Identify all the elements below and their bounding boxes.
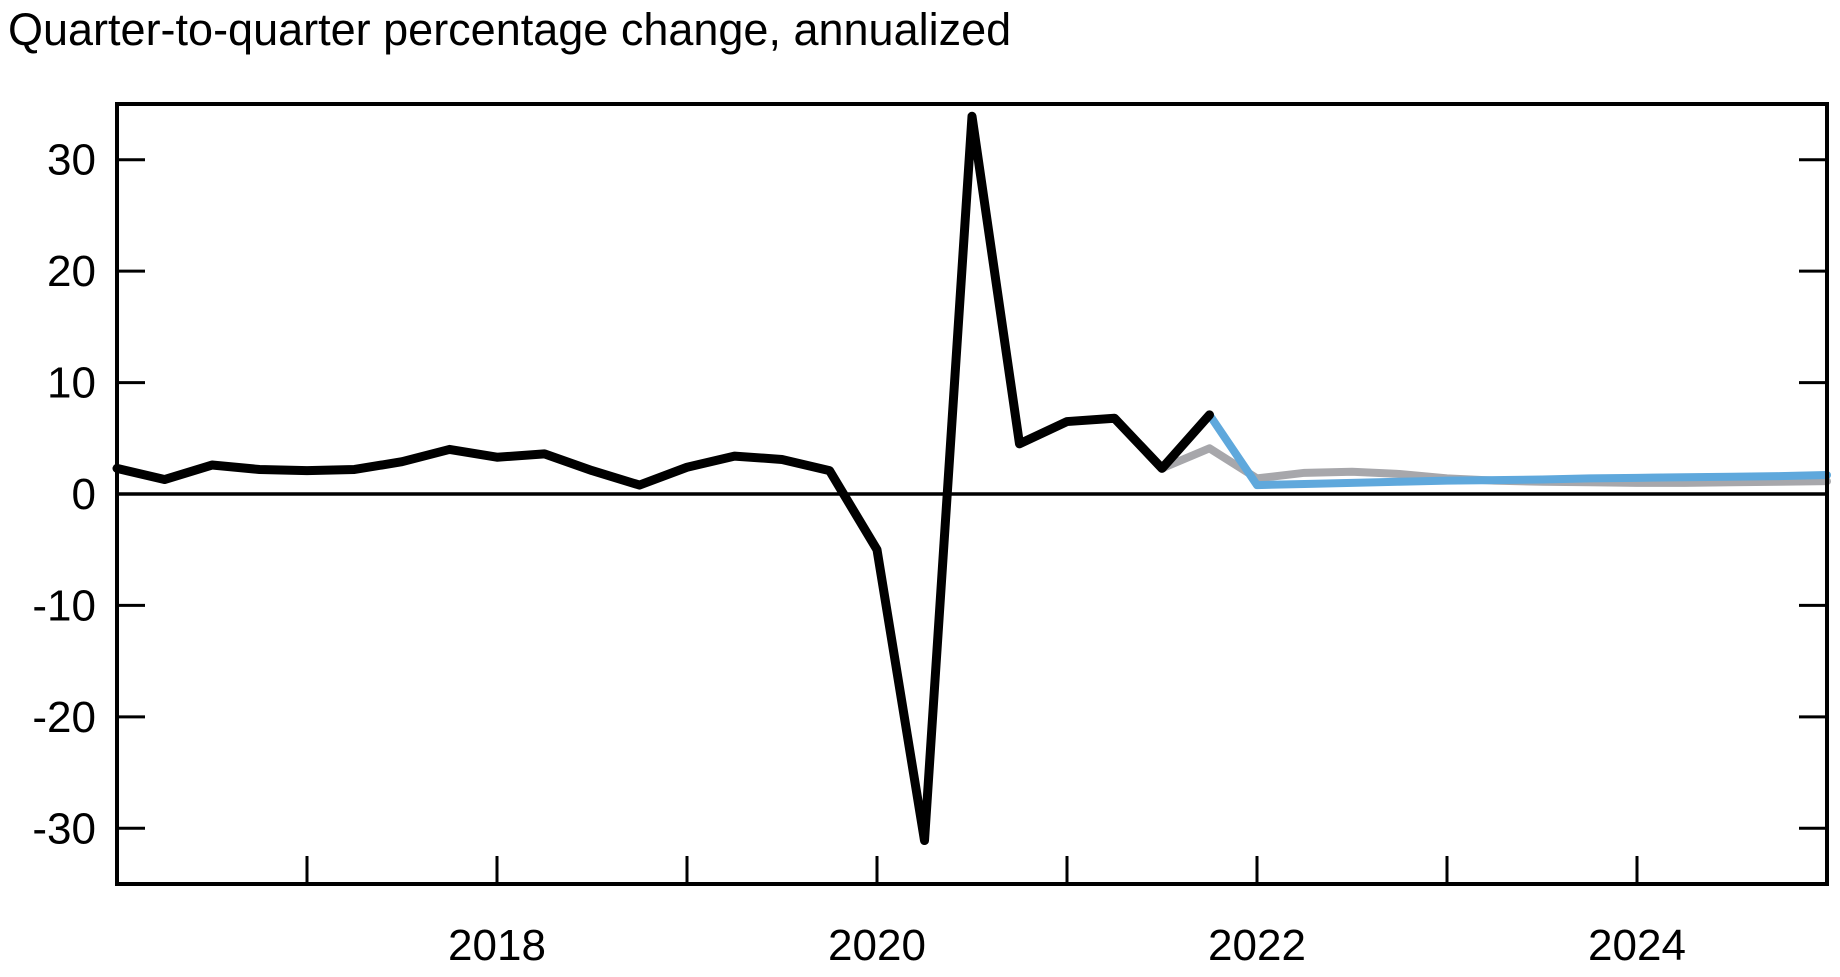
series-line-current-forecast [1205,410,1831,490]
y-tick-label: 0 [72,470,96,519]
x-tick-label: 2024 [1588,921,1686,970]
chart-title: Quarter-to-quarter percentage change, an… [8,4,1012,55]
y-tick-label: 20 [47,247,96,296]
y-tick-label: -20 [32,693,96,742]
y-tick-label: -30 [32,804,96,853]
y-tick-label: -10 [32,581,96,630]
x-tick-label: 2018 [448,921,546,970]
plot-border [115,102,1829,886]
y-tick-label: 30 [47,136,96,185]
x-tick-label: 2020 [828,921,926,970]
y-tick-label: 10 [47,359,96,408]
x-tick-label: 2022 [1208,921,1306,970]
series-line-gdp-data [112,111,1214,846]
